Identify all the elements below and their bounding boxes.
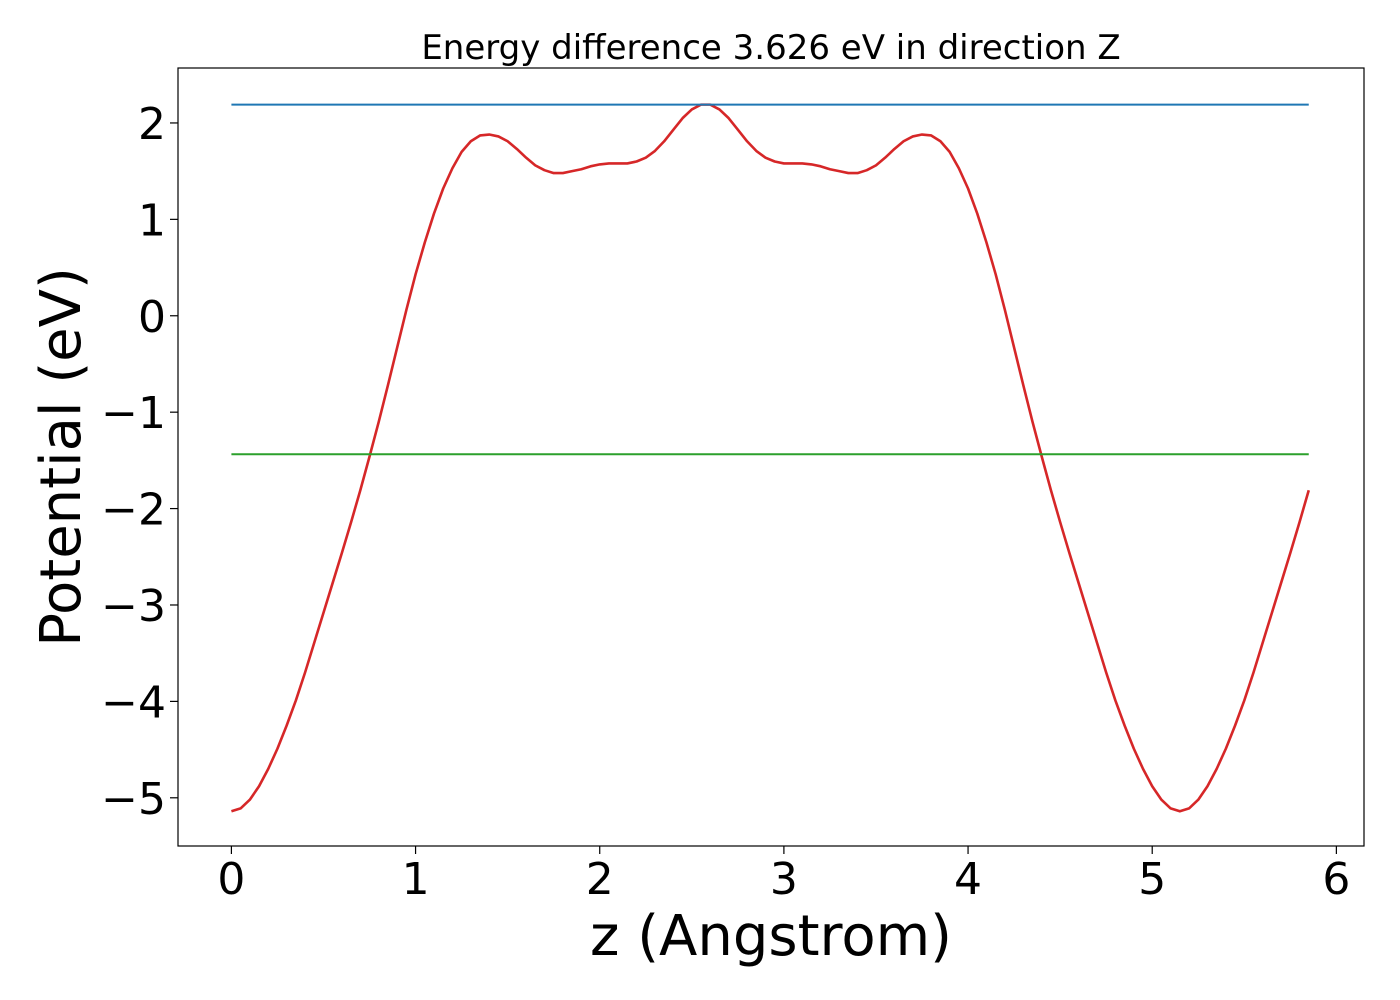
x-tick-label: 5 — [1138, 854, 1166, 905]
y-tick-label: 0 — [138, 292, 166, 343]
x-tick-label: 3 — [770, 854, 798, 905]
y-tick-label: −3 — [101, 581, 166, 632]
x-tick-label: 2 — [586, 854, 614, 905]
x-tick-label: 0 — [217, 854, 245, 905]
series-layer — [231, 103, 1310, 813]
y-tick-label: −4 — [101, 677, 166, 728]
y-tick-label: −1 — [101, 388, 166, 439]
x-tick-label: 1 — [402, 854, 430, 905]
y-axis-ticks: −5 −4 −3 −2 −1 0 1 2 — [101, 99, 178, 825]
x-axis-label: z (Angstrom) — [590, 904, 952, 969]
y-tick-label: 1 — [138, 195, 166, 246]
y-tick-label: −5 — [101, 774, 166, 825]
axes-frame — [177, 67, 1365, 847]
series-line-potential — [231, 103, 1310, 813]
x-tick-label: 6 — [1322, 854, 1350, 905]
y-tick-label: −2 — [101, 485, 166, 536]
chart-title: Energy difference 3.626 eV in direction … — [421, 28, 1120, 68]
y-axis-label: Potential (eV) — [29, 267, 94, 647]
x-tick-label: 4 — [954, 854, 982, 905]
x-axis-ticks: 0 1 2 3 4 5 6 — [217, 846, 1350, 905]
y-tick-label: 2 — [138, 99, 166, 150]
